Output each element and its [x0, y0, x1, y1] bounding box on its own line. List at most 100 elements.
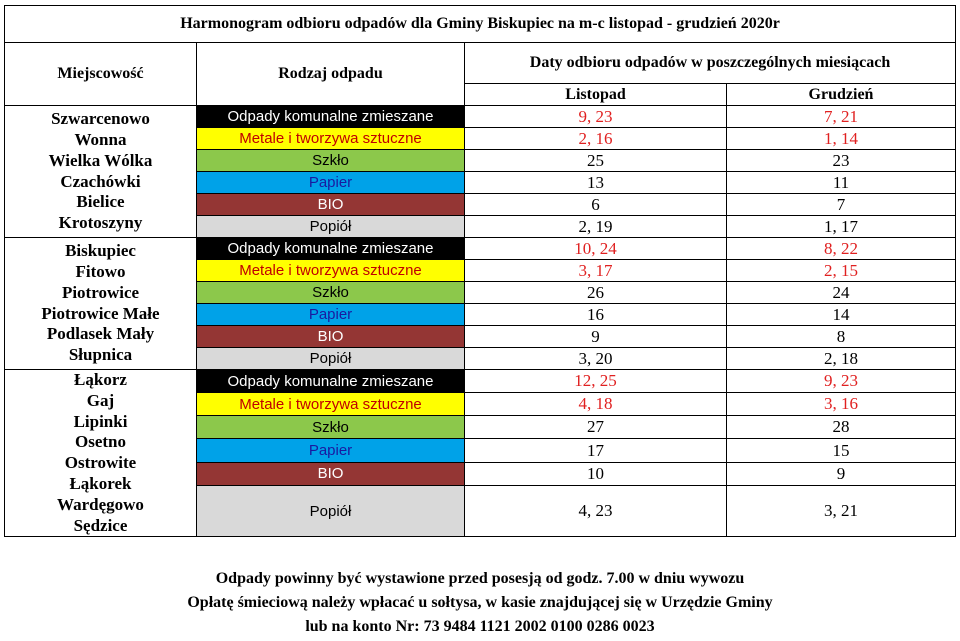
locality-name: Wielka Wólka	[48, 150, 153, 170]
waste-type-metal: Metale i tworzywa sztuczne	[196, 392, 465, 417]
date-december: 2, 15	[726, 259, 956, 282]
date-november: 4, 18	[464, 392, 727, 417]
date-december: 2, 18	[726, 347, 956, 370]
date-november: 2, 19	[464, 215, 727, 238]
waste-type-bio: BIO	[196, 193, 465, 216]
date-december: 24	[726, 281, 956, 304]
waste-type-paper: Papier	[196, 303, 465, 326]
waste-type-ash: Popiół	[196, 347, 465, 370]
date-december: 15	[726, 438, 956, 463]
date-december: 8, 22	[726, 237, 956, 260]
date-november: 25	[464, 149, 727, 172]
header-waste-type: Rodzaj odpadu	[196, 42, 465, 106]
date-december: 8	[726, 325, 956, 348]
locality-name: Szwarcenowo	[51, 109, 150, 129]
date-november: 9, 23	[464, 105, 727, 128]
date-november: 12, 25	[464, 368, 727, 394]
footer-note-payment: Opłatę śmieciową należy wpłacać u sołtys…	[187, 594, 773, 611]
locality-name: Wonna	[74, 129, 127, 149]
locality-name: Osetno	[75, 432, 126, 452]
date-november: 13	[464, 171, 727, 194]
date-november: 16	[464, 303, 727, 326]
date-december: 9	[726, 461, 956, 486]
locality-name: Bielice	[76, 192, 125, 212]
waste-type-metal: Metale i tworzywa sztuczne	[196, 259, 465, 282]
locality-name: Lipinki	[73, 411, 128, 431]
date-december: 28	[726, 415, 956, 440]
locality-group-1: Szwarcenowo Wonna Wielka Wólka Czachówki…	[4, 105, 197, 238]
locality-name: Czachówki	[60, 171, 141, 191]
schedule-title: Harmonogram odbioru odpadów dla Gminy Bi…	[4, 5, 956, 43]
waste-type-metal: Metale i tworzywa sztuczne	[196, 127, 465, 150]
date-november: 27	[464, 415, 727, 440]
locality-name: Sędzice	[73, 515, 128, 535]
header-dates: Daty odbioru odpadów w poszczególnych mi…	[464, 42, 956, 84]
table-row: Papier 13 11	[5, 171, 956, 194]
date-december: 3, 16	[726, 392, 956, 417]
table-row: Biskupiec Fitowo Piotrowice Piotrowice M…	[4, 237, 956, 370]
date-november: 4, 23	[464, 484, 727, 538]
waste-type-mixed: Odpady komunalne zmieszane	[196, 368, 465, 394]
date-december: 14	[726, 303, 956, 326]
locality-name: Biskupiec	[65, 241, 136, 261]
table-row: Popiół 4, 23 3, 21	[5, 484, 956, 538]
table-row: Popiół 3, 20 2, 18	[5, 347, 956, 370]
locality-name: Fitowo	[75, 261, 126, 281]
locality-name: Podlasek Mały	[46, 324, 155, 344]
table-row: Metale i tworzywa sztuczne 2, 16 1, 14	[5, 127, 956, 150]
date-november: 26	[464, 281, 727, 304]
table-row: Metale i tworzywa sztuczne 4, 18 3, 16	[5, 392, 956, 417]
waste-type-bio: BIO	[196, 325, 465, 348]
date-december: 9, 23	[726, 368, 956, 394]
table-row: BIO 9 8	[5, 325, 956, 348]
table-row: Szwarcenowo Wonna Wielka Wólka Czachówki…	[4, 105, 956, 238]
table-row: Łąkorz Gaj Lipinki Osetno Ostrowite Łąko…	[4, 368, 956, 538]
locality-name: Piotrowice Małe	[41, 303, 160, 323]
date-december: 7	[726, 193, 956, 216]
table-row: Szkło 27 28	[5, 415, 956, 440]
locality-group-3: Łąkorz Gaj Lipinki Osetno Ostrowite Łąko…	[4, 368, 197, 538]
table-row: Popiół 2, 19 1, 17	[5, 215, 956, 238]
locality-name: Słupnica	[68, 345, 133, 365]
waste-type-mixed: Odpady komunalne zmieszane	[196, 105, 465, 128]
schedule-table: Harmonogram odbioru odpadów dla Gminy Bi…	[4, 5, 956, 538]
date-november: 10, 24	[464, 237, 727, 260]
date-december: 3, 21	[726, 484, 956, 538]
waste-type-bio: BIO	[196, 461, 465, 486]
locality-name: Łąkorz	[74, 370, 127, 389]
locality-group-2: Biskupiec Fitowo Piotrowice Piotrowice M…	[4, 237, 197, 370]
waste-type-ash: Popiół	[196, 484, 465, 538]
waste-type-glass: Szkło	[196, 415, 465, 440]
waste-type-ash: Popiół	[196, 215, 465, 238]
date-december: 1, 17	[726, 215, 956, 238]
header-month-november: Listopad	[464, 83, 727, 106]
locality-name: Piotrowice	[61, 282, 140, 302]
date-december: 7, 21	[726, 105, 956, 128]
waste-type-paper: Papier	[196, 438, 465, 463]
footer-note-time: Odpady powinny być wystawione przed pose…	[215, 570, 745, 587]
date-november: 6	[464, 193, 727, 216]
header-month-december: Grudzień	[726, 83, 956, 106]
date-december: 1, 14	[726, 127, 956, 150]
locality-name: Wardęgowo	[57, 494, 144, 514]
waste-type-glass: Szkło	[196, 281, 465, 304]
waste-type-paper: Papier	[196, 171, 465, 194]
date-november: 17	[464, 438, 727, 463]
date-november: 10	[464, 461, 727, 486]
locality-name: Krotoszyny	[58, 213, 143, 233]
waste-type-mixed: Odpady komunalne zmieszane	[196, 237, 465, 260]
locality-name: Łąkorek	[69, 473, 132, 493]
date-november: 3, 17	[464, 259, 727, 282]
locality-name: Ostrowite	[64, 453, 137, 473]
locality-name: Gaj	[86, 390, 115, 410]
date-november: 2, 16	[464, 127, 727, 150]
date-december: 23	[726, 149, 956, 172]
date-november: 3, 20	[464, 347, 727, 370]
date-december: 11	[726, 171, 956, 194]
footer-note-account: lub na konto Nr: 73 9484 1121 2002 0100 …	[305, 618, 655, 635]
table-row: BIO 6 7	[5, 193, 956, 216]
waste-type-glass: Szkło	[196, 149, 465, 172]
table-row: BIO 10 9	[5, 461, 956, 486]
header-locality: Miejscowość	[4, 42, 197, 106]
date-november: 9	[464, 325, 727, 348]
